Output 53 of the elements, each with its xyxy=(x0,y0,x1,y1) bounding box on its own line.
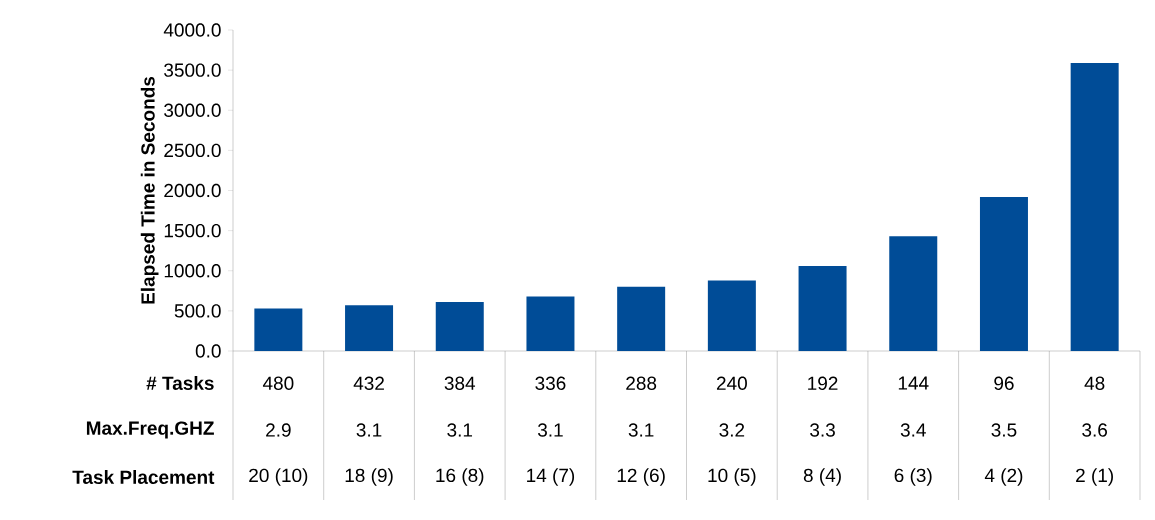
text: # Tasks xyxy=(146,376,214,390)
x-tick-label: 48 xyxy=(1084,376,1105,390)
text: 18 (9) xyxy=(345,468,393,486)
y-tick-label: 3000.0 xyxy=(164,103,221,117)
text: 3.1 xyxy=(628,423,654,437)
x-tick-label: 384 xyxy=(444,376,476,390)
text: 3.1 xyxy=(537,423,563,437)
bar xyxy=(889,236,938,351)
text: 6 (3) xyxy=(894,468,932,486)
x-tick-label: 144 xyxy=(898,376,929,390)
y-tick-label: 1500.0 xyxy=(164,223,221,238)
bar xyxy=(254,308,303,351)
y-tick-label: 2000.0 xyxy=(164,183,221,198)
x-tick-label: 432 xyxy=(353,376,384,390)
y-tick-label: 2500.0 xyxy=(164,143,221,158)
text: 3.5 xyxy=(991,423,1017,437)
text: 10 (5) xyxy=(708,468,756,486)
bar xyxy=(345,305,394,351)
y-tick-label: 4000.0 xyxy=(163,23,221,37)
bar xyxy=(798,265,847,351)
text: 2 (1) xyxy=(1076,468,1113,486)
x-tick-label: 240 xyxy=(716,376,747,390)
text: 3.1 xyxy=(356,423,382,437)
text: 3.4 xyxy=(900,423,926,437)
x-tick-label: 192 xyxy=(808,376,838,390)
text: Max.Freq.GHZ xyxy=(86,421,214,439)
bar xyxy=(979,196,1028,351)
text: 3.3 xyxy=(810,423,835,437)
text: 8 (4) xyxy=(803,468,841,486)
text: 16 (8) xyxy=(436,468,484,486)
text: 3.1 xyxy=(447,423,473,437)
bar xyxy=(707,280,756,351)
text: 4 (2) xyxy=(984,468,1023,486)
text: 3.6 xyxy=(1082,423,1108,437)
text: 20 (10) xyxy=(249,468,308,486)
text: 3.2 xyxy=(719,423,745,437)
x-tick-label: 96 xyxy=(994,376,1014,390)
text: Task Placement xyxy=(72,470,215,484)
x-tick-label: 336 xyxy=(535,376,566,390)
text: 2.9 xyxy=(266,423,291,437)
bar xyxy=(617,286,666,351)
y-tick-label: 1000.0 xyxy=(164,264,221,278)
y-tick-label: 3500.0 xyxy=(164,63,221,77)
x-tick-label: 480 xyxy=(262,376,294,390)
y-tick-label: 500.0 xyxy=(174,304,221,318)
y-tick-label: 0.0 xyxy=(195,344,221,358)
bar xyxy=(526,296,575,351)
y-axis-title: Elapsed Time in Seconds xyxy=(140,76,159,304)
bar xyxy=(435,302,484,351)
x-tick-label: 288 xyxy=(626,376,657,390)
text: 14 (7) xyxy=(527,468,575,486)
bar xyxy=(1070,62,1119,351)
text: 12 (6) xyxy=(617,468,665,486)
